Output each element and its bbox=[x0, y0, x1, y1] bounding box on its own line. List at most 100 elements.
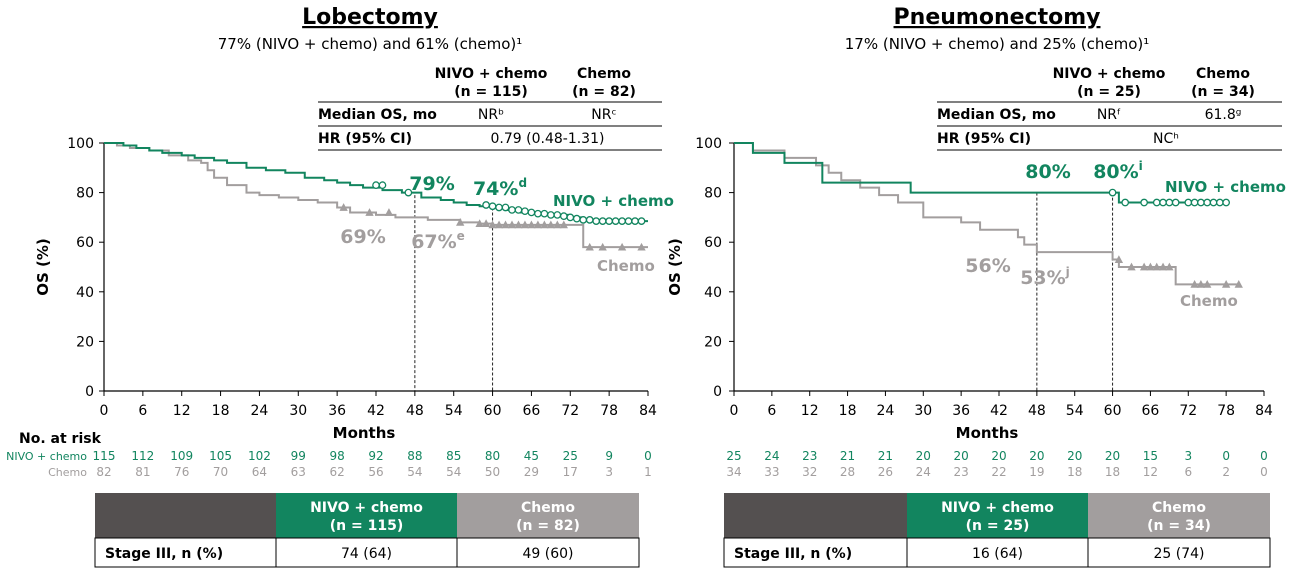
y-tick-label: 20 bbox=[76, 334, 94, 350]
stage-nivo-header: NIVO + chemo bbox=[941, 500, 1054, 516]
censor-mark-chemo bbox=[585, 242, 594, 251]
censor-mark-chemo bbox=[527, 220, 536, 229]
censor-mark-chemo bbox=[1114, 255, 1124, 263]
censor-mark-nivo bbox=[1108, 188, 1117, 197]
x-tick-label: 30 bbox=[289, 403, 307, 419]
at-risk-value: 32 bbox=[802, 465, 817, 479]
at-risk-value: 1 bbox=[644, 465, 652, 479]
censor-mark-chemo bbox=[1146, 262, 1155, 271]
censor-mark-chemo bbox=[1203, 280, 1212, 288]
x-tick-label: 18 bbox=[839, 403, 857, 419]
censor-mark-chemo bbox=[1139, 262, 1149, 271]
censor-mark-chemo bbox=[384, 208, 394, 216]
censor-mark-chemo bbox=[481, 219, 491, 227]
at-risk-value: 19 bbox=[1029, 465, 1044, 479]
panel-title: Pneumonectomy bbox=[894, 5, 1101, 30]
x-tick-label: 66 bbox=[1142, 403, 1160, 419]
at-risk-value: 20 bbox=[1105, 449, 1120, 463]
stats-col1-n: (n = 25) bbox=[1077, 84, 1141, 100]
censor-mark-chemo bbox=[540, 220, 549, 229]
stats-col2-header: Chemo bbox=[577, 66, 631, 82]
panel-lobectomy: Lobectomy 77% (NIVO + chemo) and 61% (che… bbox=[6, 5, 674, 568]
stage-table-nivo-header-bg bbox=[907, 493, 1088, 538]
y-tick-label: 80 bbox=[704, 186, 722, 202]
landmark-value: 80% bbox=[1025, 161, 1070, 183]
censor-mark-chemo bbox=[617, 242, 627, 251]
x-tick-label: 12 bbox=[801, 403, 819, 419]
censor-mark-nivo bbox=[1159, 198, 1167, 207]
y-tick-label: 60 bbox=[76, 235, 94, 251]
y-tick-label: 100 bbox=[695, 136, 722, 152]
censor-mark-nivo bbox=[611, 217, 620, 225]
x-tick-label: 84 bbox=[639, 403, 657, 419]
panel-title: Lobectomy bbox=[302, 5, 438, 30]
censor-mark-nivo bbox=[1165, 198, 1174, 207]
censor-mark-nivo bbox=[495, 203, 503, 212]
censor-mark-nivo bbox=[540, 209, 549, 218]
stage-chemo-n: (n = 34) bbox=[1147, 518, 1211, 534]
panel-subtitle: 77% (NIVO + chemo) and 61% (chemo)¹ bbox=[218, 35, 523, 53]
x-tick-label: 0 bbox=[730, 403, 739, 419]
at-risk-value: 12 bbox=[1143, 465, 1158, 479]
legend-chemo: Chemo bbox=[1180, 292, 1238, 310]
x-tick-label: 18 bbox=[212, 403, 230, 419]
at-risk-value: 20 bbox=[991, 449, 1006, 463]
stats-col1-n: (n = 115) bbox=[454, 84, 527, 100]
stage-nivo-value: 74 (64) bbox=[341, 546, 392, 562]
censor-mark-chemo bbox=[598, 242, 607, 251]
censor-mark-nivo bbox=[521, 207, 529, 216]
at-risk-value: 62 bbox=[330, 465, 345, 479]
panel-pneumonectomy: Pneumonectomy 17% (NIVO + chemo) and 25% … bbox=[666, 5, 1286, 568]
x-tick-label: 78 bbox=[600, 403, 618, 419]
censor-mark-chemo bbox=[475, 219, 484, 227]
landmark-label-chemo: 69% bbox=[340, 226, 385, 248]
at-risk-value: 85 bbox=[446, 449, 461, 463]
legend-nivo: NIVO + chemo bbox=[553, 192, 674, 210]
at-risk-title: No. at risk bbox=[19, 431, 102, 447]
censor-mark-chemo bbox=[494, 220, 504, 229]
km-curve-chemo bbox=[104, 142, 648, 249]
landmark-label-nivo: 80%i bbox=[1093, 159, 1143, 183]
landmark-value: 56% bbox=[965, 255, 1010, 277]
censor-mark-chemo bbox=[1221, 280, 1231, 288]
stage-chemo-n: (n = 82) bbox=[516, 518, 580, 534]
at-risk-value: 3 bbox=[605, 465, 613, 479]
x-axis-label: Months bbox=[333, 424, 396, 442]
censor-mark-chemo bbox=[553, 220, 562, 229]
stage-nivo-n: (n = 25) bbox=[966, 518, 1030, 534]
censor-mark-nivo bbox=[598, 217, 607, 225]
censor-mark-nivo bbox=[1209, 198, 1218, 207]
censor-mark-chemo bbox=[1196, 280, 1206, 288]
x-tick-label: 24 bbox=[251, 403, 269, 419]
at-risk-value: 105 bbox=[209, 449, 232, 463]
censor-mark-nivo bbox=[605, 217, 613, 225]
median-os-label: Median OS, mo bbox=[937, 107, 1056, 123]
censor-mark-nivo bbox=[514, 206, 523, 214]
at-risk-value: 25 bbox=[726, 449, 741, 463]
at-risk-value: 88 bbox=[407, 449, 422, 463]
landmark-footnote: e bbox=[457, 229, 465, 243]
at-risk-value: 76 bbox=[174, 465, 189, 479]
at-risk-value: 81 bbox=[135, 465, 150, 479]
censor-mark-nivo bbox=[585, 216, 594, 224]
censor-mark-nivo bbox=[1197, 198, 1205, 207]
censor-mark-chemo bbox=[546, 220, 556, 229]
at-risk-value: 6 bbox=[1184, 465, 1192, 479]
x-tick-label: 48 bbox=[406, 403, 424, 419]
at-risk-value: 70 bbox=[213, 465, 228, 479]
x-tick-label: 12 bbox=[173, 403, 191, 419]
x-tick-label: 60 bbox=[484, 403, 502, 419]
at-risk-value: 54 bbox=[446, 465, 461, 479]
landmark-footnote: i bbox=[1139, 159, 1143, 173]
x-tick-label: 42 bbox=[367, 403, 385, 419]
at-risk-value: 33 bbox=[764, 465, 779, 479]
stage-row-label: Stage III, n (%) bbox=[734, 546, 852, 562]
censor-mark-nivo bbox=[1190, 198, 1199, 207]
at-risk-value: 115 bbox=[93, 449, 116, 463]
censor-mark-chemo bbox=[533, 220, 543, 229]
censor-mark-nivo bbox=[631, 217, 639, 225]
x-tick-label: 60 bbox=[1104, 403, 1122, 419]
censor-mark-nivo bbox=[1140, 198, 1148, 207]
median-os-chemo: NRᶜ bbox=[591, 107, 616, 123]
stage-table-chemo-header-bg bbox=[1088, 493, 1270, 538]
